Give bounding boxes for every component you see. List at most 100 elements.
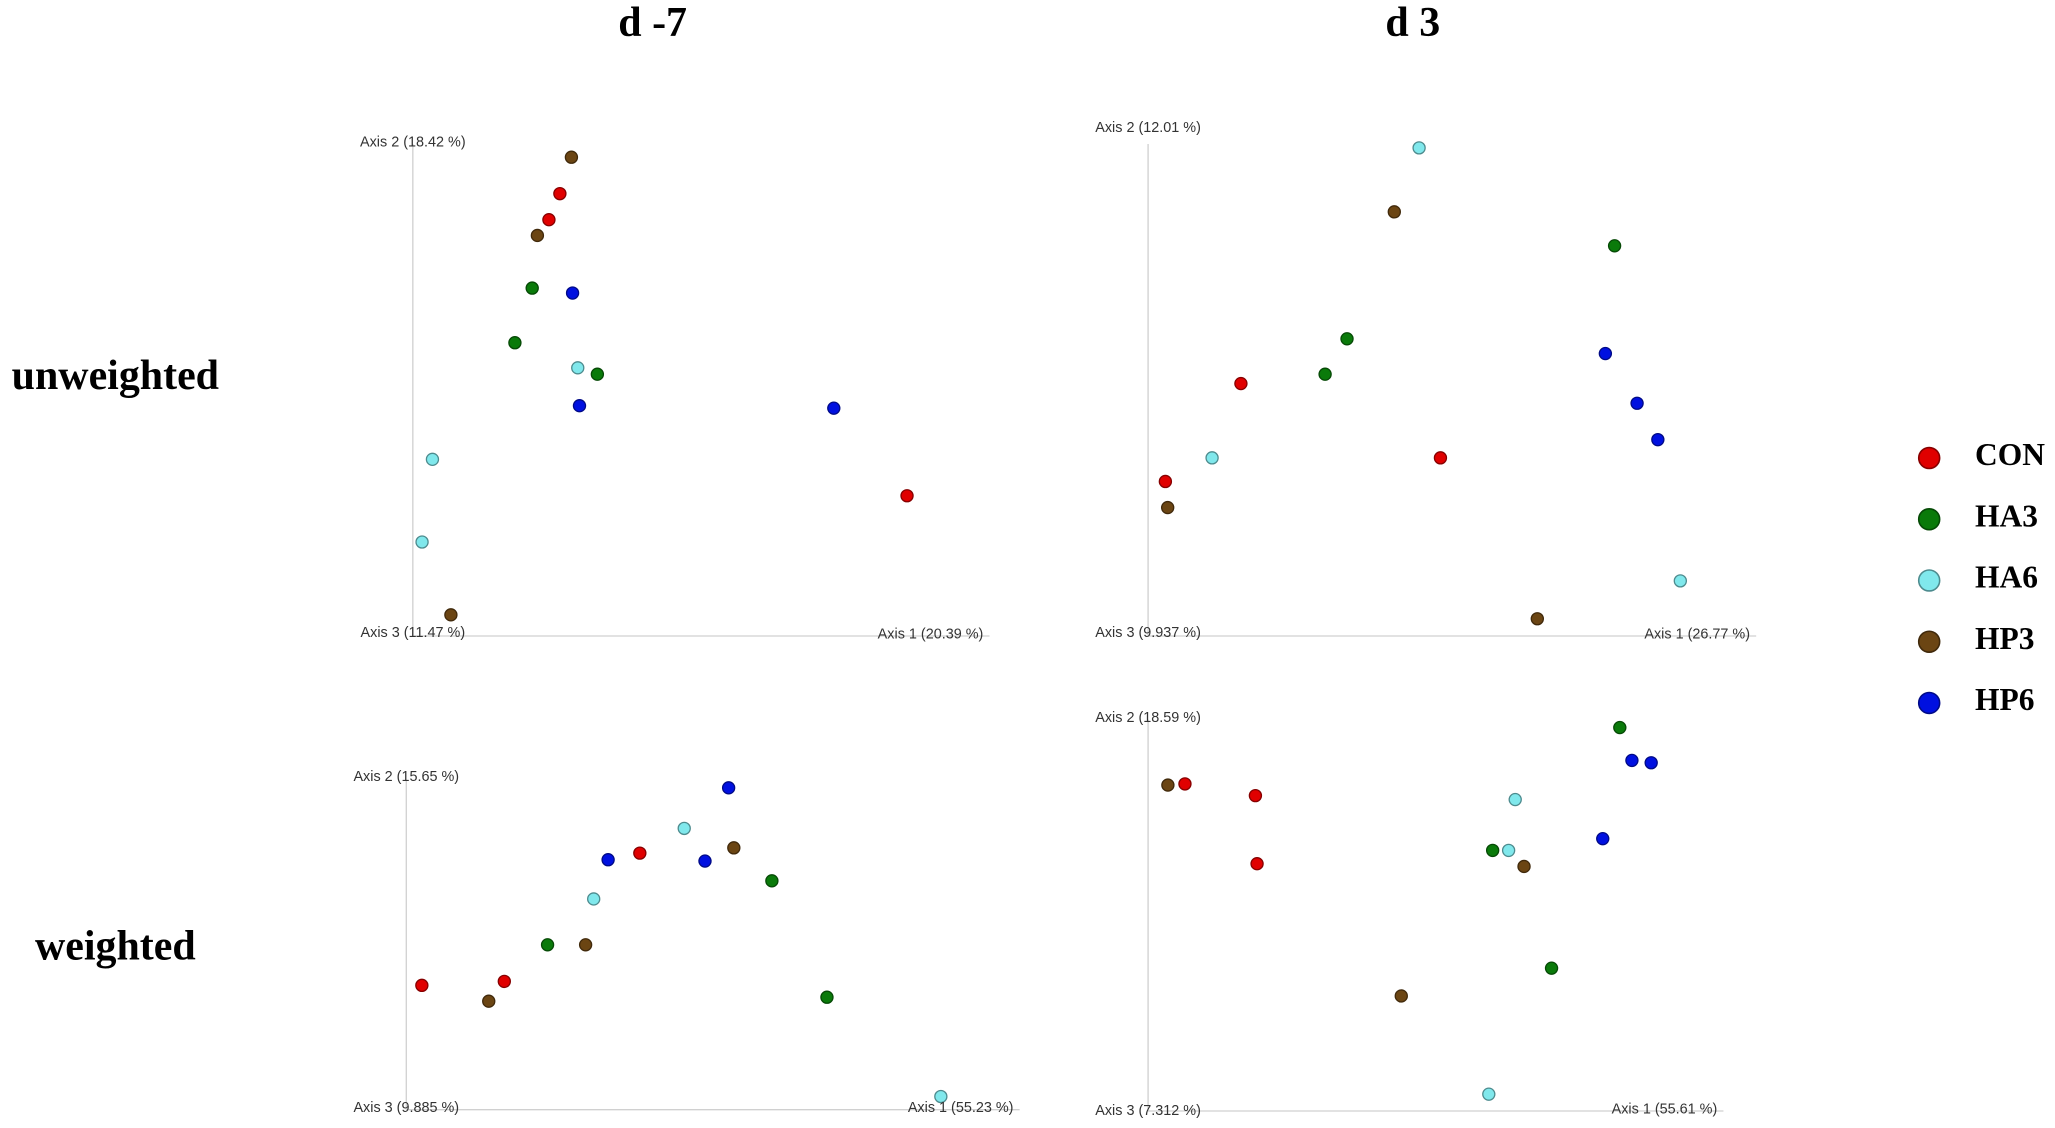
- point-group: HA3: [540, 874, 834, 1004]
- point: [1482, 1087, 1496, 1101]
- legend-label: HP3: [1975, 621, 2034, 656]
- row-label: unweighted: [12, 353, 219, 399]
- point: [721, 781, 736, 795]
- axis-label: Axis 1 (26.77 %): [1644, 626, 1750, 642]
- point-group: CON: [1158, 376, 1448, 489]
- axis-label: Axis 1 (20.39 %): [878, 626, 984, 642]
- point: [564, 150, 579, 164]
- point: [572, 399, 587, 413]
- point: [525, 281, 539, 295]
- point: [1501, 843, 1516, 858]
- point-group: CON: [542, 186, 914, 503]
- legend-marker: [1917, 569, 1941, 592]
- point: [1250, 857, 1264, 871]
- point-group: HA6: [1205, 141, 1688, 588]
- legend-marker: [1917, 630, 1941, 653]
- point: [1340, 332, 1354, 346]
- axis-label: Axis 3 (9.937 %): [1095, 625, 1201, 641]
- point: [698, 854, 712, 868]
- point: [1607, 239, 1622, 253]
- point: [540, 938, 555, 952]
- point: [765, 874, 779, 888]
- row-label: weighted: [35, 924, 196, 970]
- point: [1318, 367, 1332, 381]
- point: [900, 489, 914, 503]
- point: [1544, 961, 1559, 975]
- point: [1248, 788, 1263, 803]
- point: [1234, 376, 1248, 391]
- point: [1598, 346, 1613, 361]
- axis-label: Axis 3 (9.885 %): [353, 1100, 459, 1116]
- point-group: HP6: [601, 781, 736, 868]
- point: [1178, 777, 1192, 791]
- point: [1387, 205, 1401, 219]
- legend-label: HA6: [1975, 560, 2038, 595]
- legend-label: HP6: [1975, 682, 2034, 717]
- point: [1625, 753, 1639, 768]
- point: [1160, 500, 1175, 515]
- point: [565, 286, 580, 300]
- point: [1651, 432, 1665, 447]
- point-group: HA3: [1318, 239, 1622, 381]
- axis-label: Axis 2 (15.65 %): [353, 769, 459, 785]
- axis-label: Axis 1 (55.61 %): [1612, 1101, 1718, 1117]
- column-title: d 3: [1385, 0, 1440, 46]
- point-group: HP3: [482, 841, 741, 1008]
- point: [601, 853, 615, 867]
- axis-label: Axis 2 (18.42 %): [360, 134, 466, 150]
- point: [1673, 574, 1688, 588]
- point: [1644, 756, 1658, 770]
- point-group: HP3: [1160, 205, 1545, 626]
- point: [571, 361, 585, 375]
- point: [553, 186, 567, 201]
- point: [633, 846, 647, 860]
- legend-label: HA3: [1975, 498, 2038, 533]
- point: [425, 452, 440, 467]
- point: [1158, 474, 1173, 489]
- axis-label: Axis 2 (18.59 %): [1095, 710, 1201, 726]
- point: [508, 336, 522, 350]
- point: [1412, 141, 1426, 155]
- point: [727, 841, 741, 855]
- point-group: HA3: [508, 281, 605, 381]
- point: [1161, 778, 1175, 792]
- point: [1630, 396, 1644, 410]
- point-group: HA6: [1482, 792, 1522, 1101]
- legend-label: CON: [1975, 437, 2045, 472]
- point: [1485, 843, 1500, 858]
- point: [934, 1089, 948, 1104]
- point: [1517, 859, 1531, 874]
- point: [1613, 720, 1627, 735]
- column-title: d -7: [618, 0, 687, 46]
- legend-marker: [1917, 446, 1941, 470]
- point: [1205, 451, 1219, 465]
- point: [578, 938, 593, 952]
- point-group: HP6: [565, 286, 841, 415]
- point: [1508, 792, 1522, 807]
- point: [1433, 451, 1448, 465]
- point-group: HA6: [415, 361, 585, 549]
- legend-marker: [1917, 507, 1941, 531]
- point-group: HP6: [1598, 346, 1665, 447]
- point-group: CON: [1178, 777, 1264, 871]
- axis-label: Axis 3 (7.312 %): [1095, 1103, 1201, 1119]
- axis-label: Axis 2 (12.01 %): [1095, 120, 1201, 136]
- point: [590, 367, 605, 381]
- point: [497, 974, 511, 989]
- point: [415, 978, 429, 993]
- point: [444, 608, 458, 622]
- point-group: CON: [415, 846, 647, 993]
- point-group: HA3: [1485, 720, 1627, 975]
- axis-label: Axis 1 (55.23 %): [908, 1100, 1014, 1116]
- point: [1596, 831, 1610, 846]
- point-group: HP3: [444, 150, 579, 622]
- legend-marker: [1917, 691, 1941, 715]
- axis-label: Axis 3 (11.47 %): [361, 625, 466, 641]
- point: [415, 535, 429, 549]
- point-group: HP3: [1161, 778, 1531, 1003]
- point: [827, 401, 841, 415]
- point-group: HA6: [587, 821, 948, 1104]
- point-group: HP6: [1596, 753, 1658, 846]
- point: [1530, 612, 1545, 626]
